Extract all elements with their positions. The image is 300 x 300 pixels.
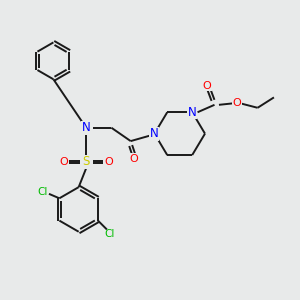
- Text: O: O: [129, 154, 138, 164]
- Text: N: N: [150, 127, 159, 140]
- Text: O: O: [59, 157, 68, 167]
- Text: N: N: [82, 121, 91, 134]
- Text: O: O: [104, 157, 113, 167]
- Text: N: N: [188, 106, 197, 119]
- Text: Cl: Cl: [38, 188, 48, 197]
- Text: O: O: [232, 98, 241, 108]
- Text: S: S: [82, 155, 90, 168]
- Text: Cl: Cl: [105, 229, 115, 239]
- Text: O: O: [203, 80, 212, 91]
